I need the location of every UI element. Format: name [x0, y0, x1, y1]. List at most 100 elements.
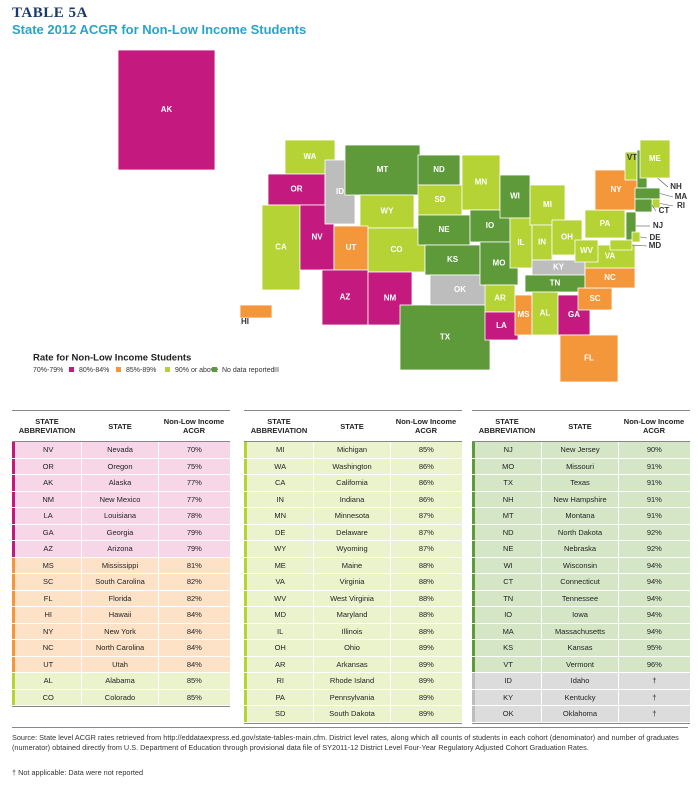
- state-cell: Texas: [541, 475, 618, 491]
- rate-cell: 89%: [389, 673, 462, 689]
- state-label: ND: [433, 165, 445, 174]
- rate-cell: 91%: [617, 475, 690, 491]
- header-cell: STATE ABBREVIATION: [18, 417, 76, 435]
- rate-cell: 89%: [389, 689, 462, 705]
- abbr-cell: NH: [472, 491, 542, 507]
- rate-cell: 85%: [157, 689, 230, 705]
- abbr-cell: MD: [244, 607, 314, 623]
- state-label: AZ: [340, 293, 351, 302]
- state-cell: New York: [81, 623, 158, 639]
- table-header: STATE ABBREVIATION STATE Non-Low Income AC…: [12, 411, 230, 442]
- abbr-cell: IL: [244, 623, 314, 639]
- state-label: MS: [518, 310, 531, 319]
- state-label: VA: [605, 252, 616, 261]
- rate-cell: 96%: [617, 656, 690, 672]
- abbr-cell: NV: [12, 442, 82, 458]
- table-row: HI Hawaii 84%: [12, 607, 230, 624]
- table-row: ND North Dakota 92%: [472, 524, 690, 541]
- state-label: OK: [454, 285, 466, 294]
- state-shape: [267, 173, 326, 206]
- abbr-cell: GA: [12, 524, 82, 540]
- rate-cell: 88%: [389, 574, 462, 590]
- state-label: SC: [589, 294, 600, 303]
- rate-cell: 91%: [617, 458, 690, 474]
- state-cell: South Carolina: [81, 574, 158, 590]
- table-row: CO Colorado 85%: [12, 689, 230, 706]
- abbr-cell: TX: [472, 475, 542, 491]
- rate-cell: 87%: [389, 508, 462, 524]
- rate-cell: 94%: [617, 607, 690, 623]
- rate-cell: 88%: [389, 557, 462, 573]
- state-cell: Virginia: [313, 574, 390, 590]
- abbr-cell: AK: [12, 475, 82, 491]
- state-label: NV: [311, 233, 323, 242]
- state-cell: Michigan: [313, 442, 390, 458]
- rate-cell: 94%: [617, 590, 690, 606]
- state-cell: Pennsylvania: [313, 689, 390, 705]
- title: TABLE 5A: [12, 5, 88, 21]
- state-label: NE: [438, 225, 450, 234]
- abbr-cell: SD: [244, 706, 314, 722]
- rate-cell: 86%: [389, 458, 462, 474]
- state-cell: Oregon: [81, 458, 158, 474]
- state-shape: [367, 227, 426, 273]
- state-cell: Illinois: [313, 623, 390, 639]
- state-cell: Kentucky: [541, 689, 618, 705]
- leader-line: [659, 203, 674, 207]
- rate-cell: 78%: [157, 508, 230, 524]
- abbr-cell: CA: [244, 475, 314, 491]
- rate-cell: 70%: [157, 442, 230, 458]
- legend-swatch: [212, 367, 217, 372]
- state-label: OR: [291, 185, 303, 194]
- divider: [12, 727, 688, 728]
- state-cell: Iowa: [541, 607, 618, 623]
- abbr-cell: MI: [244, 442, 314, 458]
- state-label: RI: [677, 201, 685, 210]
- state-label: TX: [440, 333, 451, 342]
- state-label: WV: [580, 246, 594, 255]
- table-row: DE Delaware 87%: [244, 524, 462, 541]
- rate-cell: 92%: [617, 541, 690, 557]
- source-note: Source: State level ACGR rates retrieved…: [12, 733, 679, 752]
- table-row: SD South Dakota 89%: [244, 706, 462, 723]
- table-row: IL Illinois 88%: [244, 623, 462, 640]
- state-label: OH: [561, 233, 573, 242]
- abbr-cell: ME: [244, 557, 314, 573]
- state-label: AL: [540, 309, 551, 318]
- footnote: † Not applicable: Data were not reported: [12, 768, 144, 777]
- rate-cell: 79%: [157, 524, 230, 540]
- abbr-cell: WY: [244, 541, 314, 557]
- header-cell: Non-Low Income ACGR: [163, 417, 225, 435]
- state-label: NJ: [653, 221, 663, 230]
- table-row: WY Wyoming 87%: [244, 541, 462, 558]
- leader-line: [659, 193, 674, 198]
- abbr-cell: MS: [12, 557, 82, 573]
- state-shape: [484, 284, 516, 313]
- state-cell: California: [313, 475, 390, 491]
- state-label: MA: [675, 192, 688, 201]
- state-label: WI: [510, 192, 520, 201]
- legend-label: No data reported: [222, 367, 275, 374]
- state-cell: Utah: [81, 656, 158, 672]
- rate-cell: 94%: [617, 574, 690, 590]
- abbr-cell: NE: [472, 541, 542, 557]
- state-label: CO: [391, 245, 403, 254]
- state-label: HI: [241, 317, 249, 326]
- state-shape: [574, 239, 599, 263]
- table-row: GA Georgia 79%: [12, 524, 230, 541]
- state-cell: New Jersey: [541, 442, 618, 458]
- state-cell: Kansas: [541, 640, 618, 656]
- state-cell: North Carolina: [81, 640, 158, 656]
- table-row: ME Maine 88%: [244, 557, 462, 574]
- state-label: ME: [649, 154, 662, 163]
- rate-cell: 77%: [157, 475, 230, 491]
- abbr-cell: NY: [12, 623, 82, 639]
- state-cell: Alabama: [81, 673, 158, 689]
- state-cell: Vermont: [541, 656, 618, 672]
- state-label: IO: [486, 221, 494, 230]
- table-row: MO Missouri 91%: [472, 458, 690, 475]
- rate-cell: 84%: [157, 656, 230, 672]
- table-row: AL Alabama 85%: [12, 673, 230, 690]
- state-label: TN: [550, 279, 561, 288]
- state-cell: Rhode Island: [313, 673, 390, 689]
